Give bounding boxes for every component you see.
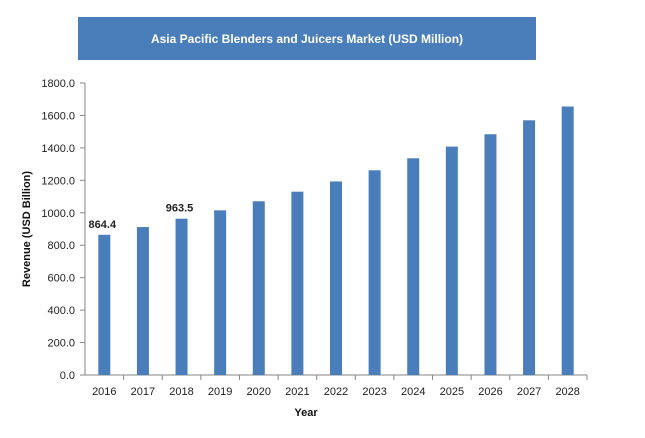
bar (445, 146, 458, 375)
x-tick-label: 2016 (92, 386, 116, 398)
x-tick-label: 2020 (247, 386, 271, 398)
bar (252, 201, 265, 375)
y-tick-label: 600.0 (47, 273, 75, 285)
data-label: 864.4 (89, 219, 117, 231)
bar (523, 120, 536, 375)
y-tick-label: 200.0 (47, 338, 75, 350)
x-tick-label: 2019 (208, 386, 232, 398)
x-tick-label: 2018 (169, 386, 193, 398)
chart-title-banner: Asia Pacific Blenders and Juicers Market… (78, 17, 536, 60)
y-tick-label: 1400.0 (41, 143, 75, 155)
x-tick-label: 2027 (517, 386, 541, 398)
bar (214, 210, 227, 375)
y-tick-label: 0.0 (60, 370, 75, 382)
x-tick-label: 2021 (285, 386, 309, 398)
y-tick-label: 1600.0 (41, 110, 75, 122)
bar (368, 170, 381, 375)
x-tick-label: 2024 (401, 386, 425, 398)
bar (98, 234, 111, 375)
bar (561, 106, 574, 376)
x-tick-label: 2026 (478, 386, 502, 398)
x-tick-label: 2022 (324, 386, 348, 398)
y-tick-label: 1200.0 (41, 175, 75, 187)
y-tick-label: 1800.0 (41, 78, 75, 90)
x-tick-label: 2028 (555, 386, 579, 398)
bar (330, 181, 342, 375)
bar (291, 191, 304, 375)
x-tick-label: 2023 (362, 386, 386, 398)
x-tick-label: 2025 (440, 386, 464, 398)
bar (136, 227, 149, 375)
y-tick-label: 800.0 (47, 240, 75, 252)
x-axis-title: Year (294, 407, 318, 419)
y-axis-title: Revenue (USD Billion) (21, 171, 33, 287)
y-tick-label: 400.0 (47, 305, 75, 317)
y-tick-label: 1000.0 (41, 208, 75, 220)
bar (407, 158, 420, 375)
bar (484, 134, 497, 375)
bar (175, 218, 188, 375)
x-tick-label: 2017 (131, 386, 155, 398)
data-label: 963.5 (166, 203, 194, 215)
chart-title: Asia Pacific Blenders and Juicers Market… (150, 31, 464, 46)
